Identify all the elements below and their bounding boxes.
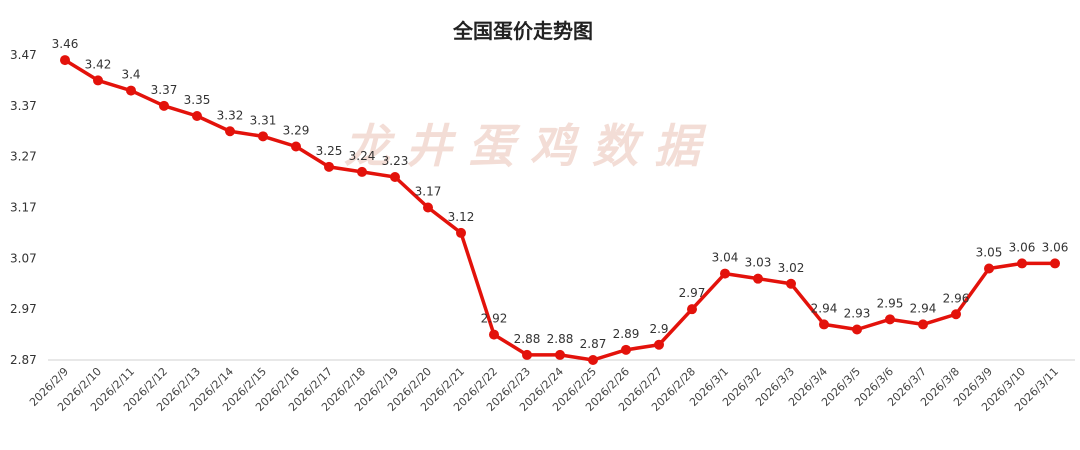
data-point — [984, 263, 994, 274]
data-point — [819, 319, 829, 330]
chart-title: 全国蛋价走势图 — [452, 19, 593, 43]
data-label: 3.06 — [1009, 240, 1036, 254]
data-label: 2.88 — [547, 332, 574, 346]
data-label: 3.04 — [712, 251, 739, 265]
data-label: 3.05 — [976, 246, 1003, 260]
data-label: 2.88 — [514, 332, 541, 346]
data-point — [93, 75, 103, 86]
data-label: 3.23 — [382, 154, 409, 168]
data-point — [60, 55, 70, 66]
data-label: 3.32 — [217, 108, 244, 122]
data-label: 3.46 — [52, 37, 79, 51]
y-tick-label: 2.97 — [10, 302, 37, 316]
data-point — [192, 111, 202, 121]
data-point — [588, 355, 598, 365]
data-label: 3.35 — [184, 93, 211, 107]
data-labels: 3.46 3.42 3.4 3.37 3.35 3.32 3.31 3.29 3.25 3.24 3… — [52, 37, 1069, 351]
data-label: 3.4 — [121, 68, 140, 82]
data-point — [918, 319, 928, 330]
y-axis-ticks: 2.87 2.97 3.07 3.17 3.27 3.37 3.47 — [10, 48, 37, 367]
data-point — [852, 324, 862, 335]
data-point — [489, 329, 499, 340]
x-axis-ticks: 2026/2/92026/2/102026/2/112026/2/122026/… — [27, 365, 1061, 414]
data-points — [60, 55, 1060, 365]
data-point — [1050, 258, 1060, 269]
y-tick-label: 2.87 — [10, 353, 37, 367]
data-label: 3.02 — [778, 261, 805, 275]
data-point — [324, 161, 334, 172]
data-point — [753, 273, 763, 284]
data-point — [654, 339, 664, 350]
data-point — [720, 268, 730, 279]
data-label: 3.37 — [151, 83, 178, 97]
data-point — [522, 349, 532, 360]
data-label: 3.03 — [745, 256, 772, 270]
data-label: 2.97 — [679, 286, 706, 300]
series-line — [63, 58, 1057, 362]
data-point — [1017, 258, 1027, 269]
data-point — [159, 100, 169, 111]
data-label: 2.94 — [811, 301, 838, 315]
data-label: 2.93 — [844, 307, 871, 321]
data-point — [126, 85, 136, 96]
y-tick-label: 3.37 — [10, 99, 37, 113]
data-label: 2.89 — [613, 327, 640, 341]
data-label: 3.25 — [316, 144, 343, 158]
data-label: 2.87 — [580, 337, 607, 351]
data-label: 2.94 — [910, 301, 937, 315]
y-tick-label: 3.07 — [10, 251, 37, 265]
data-label: 3.31 — [250, 113, 277, 127]
data-label: 3.06 — [1042, 240, 1069, 254]
data-point — [555, 349, 565, 360]
data-label: 2.9 — [649, 322, 668, 336]
data-label: 3.29 — [283, 124, 310, 138]
data-label: 3.24 — [349, 149, 376, 163]
data-point — [390, 172, 400, 182]
data-point — [423, 202, 433, 213]
data-label: 3.12 — [448, 210, 475, 224]
data-point — [951, 309, 961, 320]
watermark-text: 龙井蛋鸡数据 — [344, 119, 716, 173]
data-point — [225, 126, 235, 137]
data-point — [291, 141, 301, 152]
data-label: 2.92 — [481, 312, 508, 326]
data-label: 2.96 — [943, 291, 970, 305]
data-point — [786, 278, 796, 289]
data-point — [621, 344, 631, 355]
data-label: 3.17 — [415, 185, 442, 199]
y-tick-label: 3.27 — [10, 150, 37, 164]
data-point — [456, 227, 466, 238]
data-point — [258, 131, 268, 142]
y-tick-label: 3.17 — [10, 201, 37, 215]
data-point — [687, 304, 697, 315]
data-point — [357, 166, 367, 177]
y-tick-label: 3.47 — [10, 48, 37, 62]
data-point — [885, 314, 895, 325]
data-label: 2.95 — [877, 296, 904, 310]
data-label: 3.42 — [85, 57, 112, 71]
